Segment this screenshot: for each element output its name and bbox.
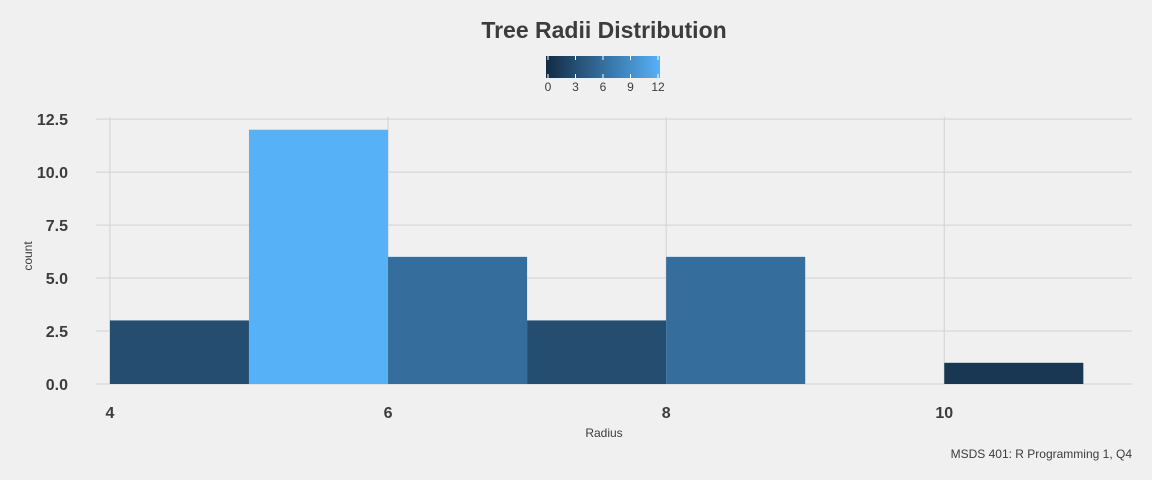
y-tick-label: 5.0 [46, 271, 68, 288]
x-tick-label: 8 [662, 405, 671, 422]
color-legend: 0 3 6 9 12 [545, 56, 665, 94]
histogram-bars [109, 129, 1084, 384]
x-tick-label: 4 [105, 405, 114, 422]
chart-caption: MSDS 401: R Programming 1, Q4 [951, 447, 1133, 461]
y-axis-ticks: 0.0 2.5 5.0 7.5 10.0 12.5 [37, 112, 68, 394]
legend-tick-label: 12 [651, 80, 665, 94]
y-axis-label: count [21, 241, 35, 271]
legend-tick-label: 0 [545, 80, 552, 94]
x-tick-label: 6 [384, 405, 393, 422]
x-axis-label: Radius [585, 426, 622, 440]
x-axis-ticks: 4 6 8 10 [105, 405, 953, 422]
histogram-bar [109, 320, 249, 384]
y-tick-label: 10.0 [37, 165, 68, 182]
legend-tick-label: 6 [600, 80, 607, 94]
histogram-bar [944, 362, 1084, 384]
y-tick-label: 12.5 [37, 112, 68, 129]
y-tick-label: 7.5 [46, 218, 68, 235]
x-tick-label: 10 [935, 405, 953, 422]
histogram-bar [666, 256, 806, 384]
y-tick-label: 0.0 [46, 377, 68, 394]
histogram-bar [388, 256, 528, 384]
chart-title: Tree Radii Distribution [481, 17, 726, 43]
histogram-bar [527, 320, 667, 384]
histogram-bar [248, 129, 389, 384]
legend-tick-label: 9 [627, 80, 634, 94]
legend-colorbar [546, 56, 660, 78]
y-tick-label: 2.5 [46, 324, 68, 341]
legend-tick-label: 3 [572, 80, 579, 94]
